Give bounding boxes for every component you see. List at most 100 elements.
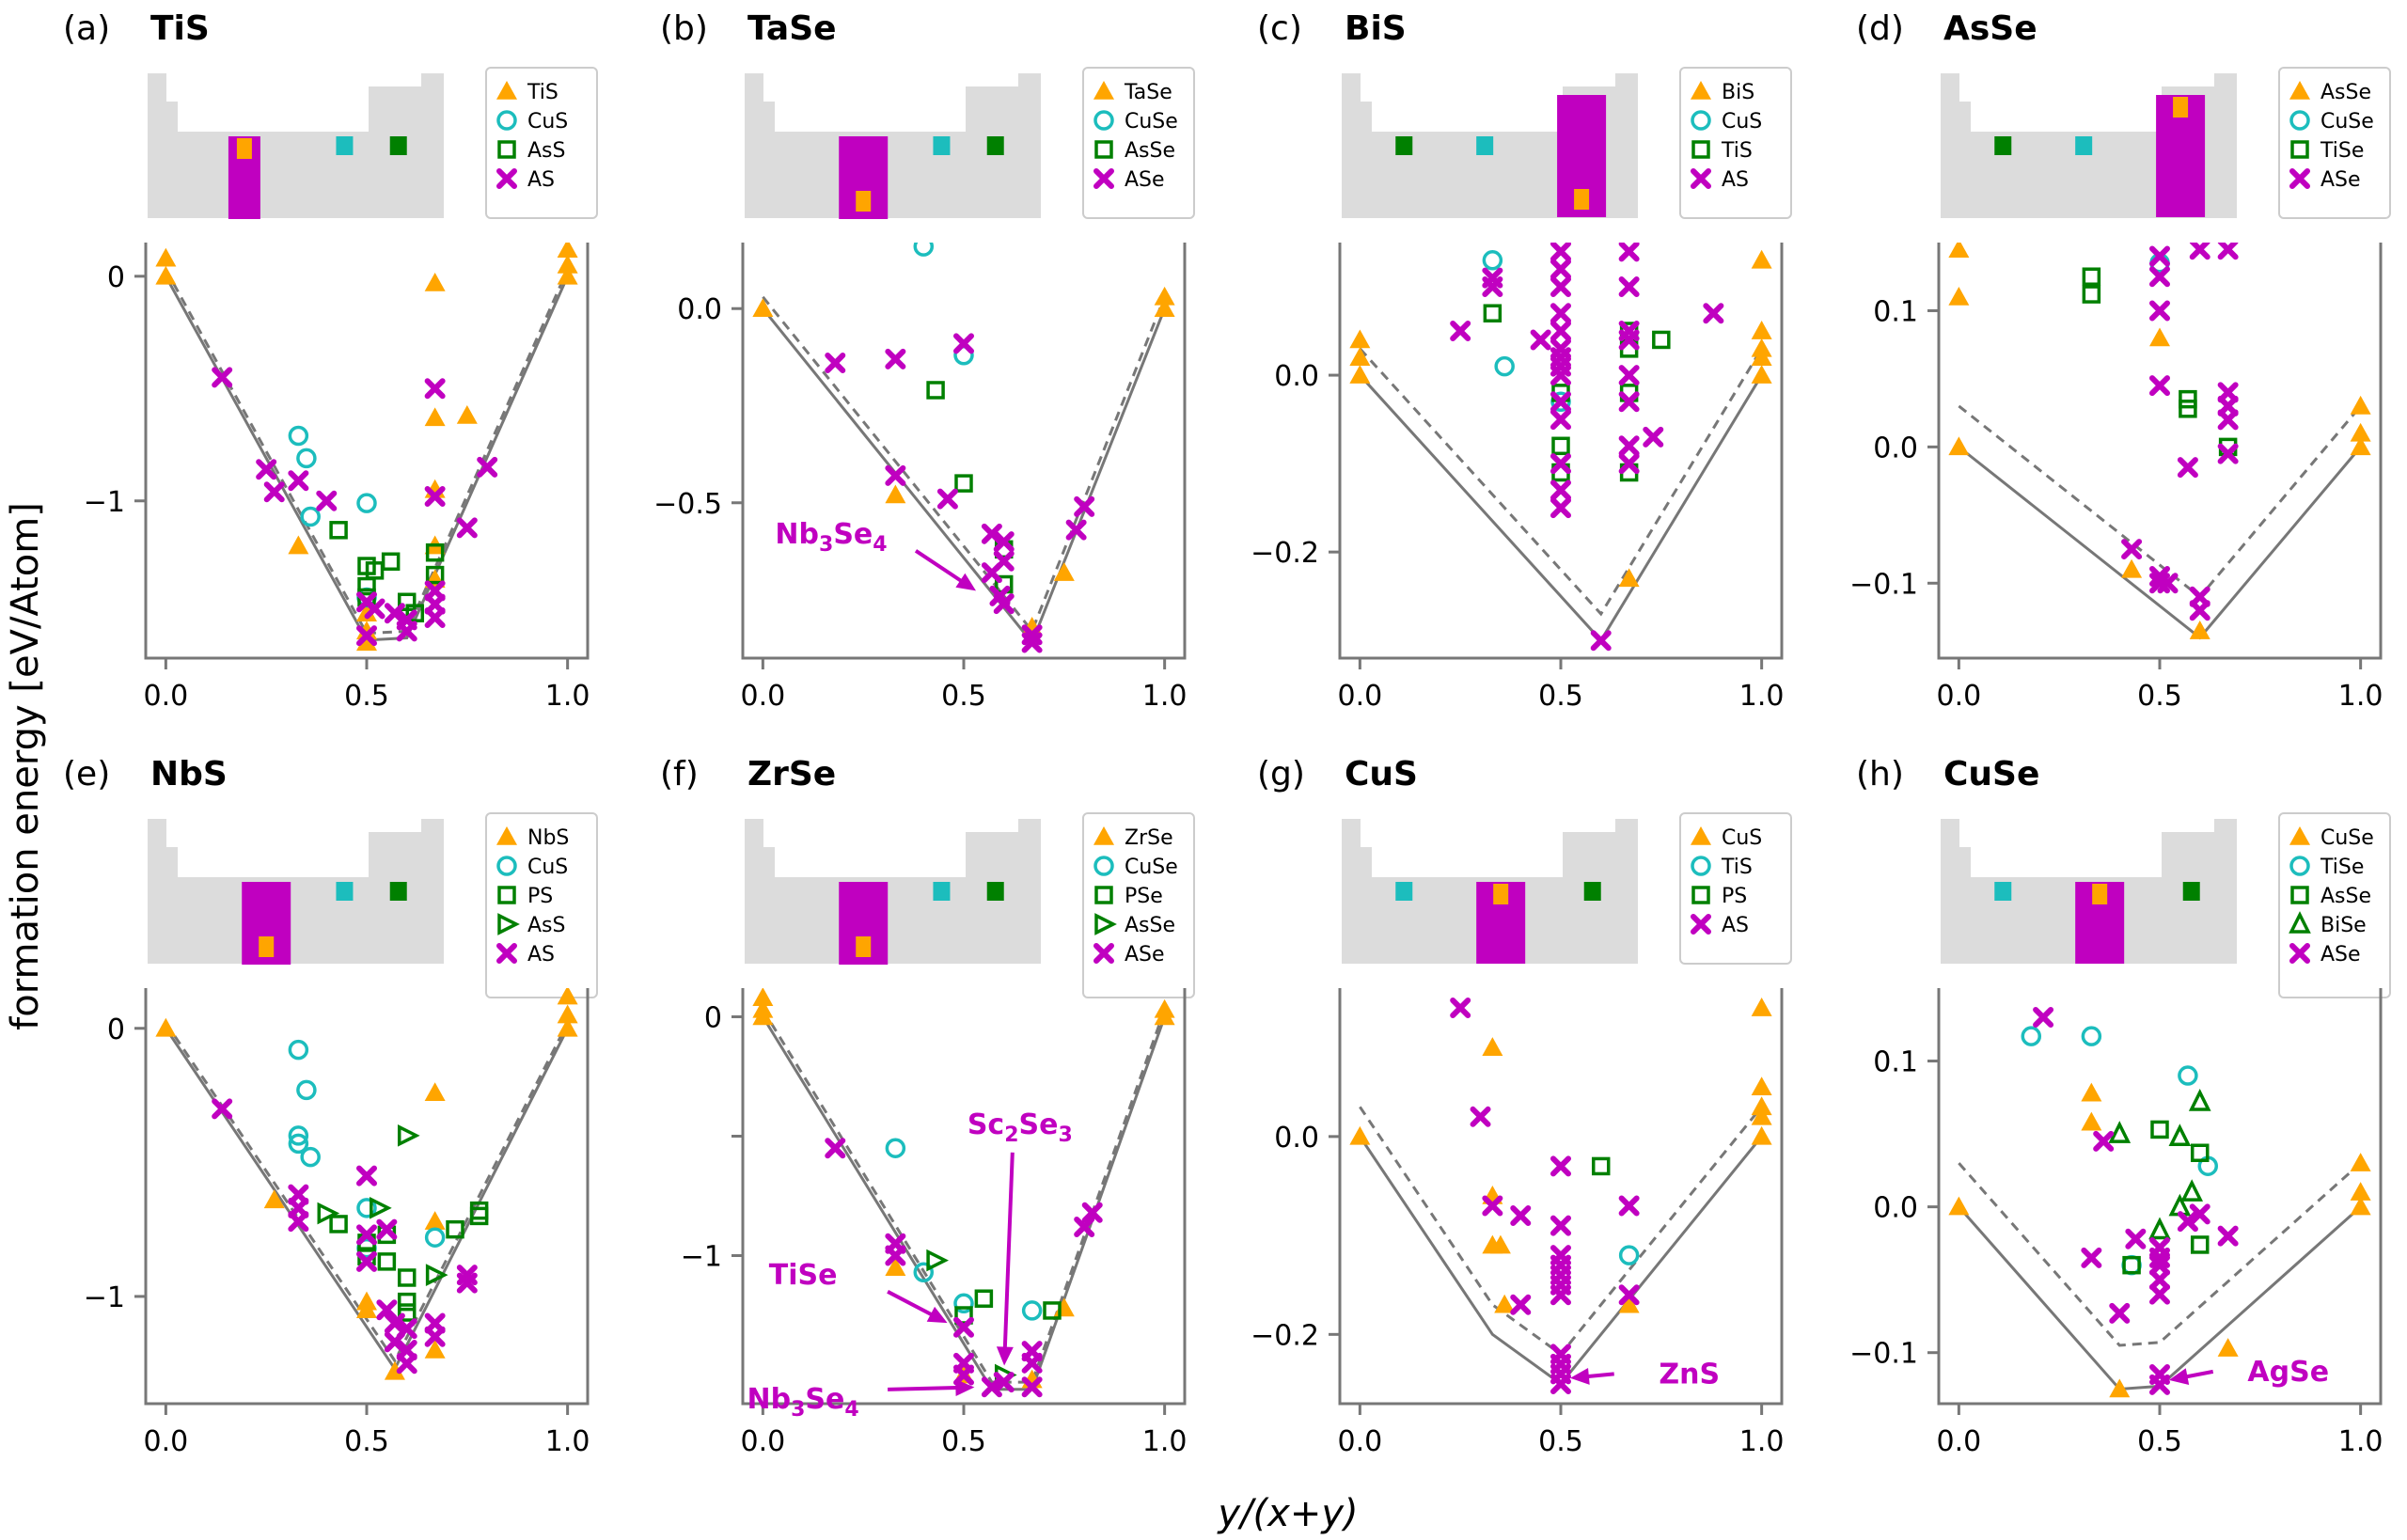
annotation-text: Se (1019, 1108, 1059, 1141)
element-block (336, 136, 354, 155)
hull-dashed-line (1359, 1106, 1763, 1357)
legend-label: ASe (2320, 943, 2361, 966)
element-marker (1574, 189, 1590, 210)
data-point (1618, 365, 1640, 386)
legend-marker (1691, 140, 1710, 159)
legend-marker (496, 856, 517, 876)
legend-marker (496, 110, 517, 131)
data-point (1510, 1205, 1532, 1227)
data-point (1349, 329, 1371, 349)
legend-label: CuSe (1125, 110, 1178, 134)
data-point (300, 1146, 321, 1168)
x-stroke (2093, 1130, 2115, 1152)
data-point (155, 247, 177, 267)
data-point (384, 1312, 405, 1334)
legend-marker (496, 81, 517, 100)
data-point (424, 1227, 446, 1248)
data-point (2179, 389, 2197, 409)
axes: 0.0 0.5 1.0 0.1 0.0 −0.1 (1849, 988, 2383, 1458)
panel-label: (d) (1856, 9, 1904, 48)
x-stroke (953, 333, 974, 354)
x-stroke (1550, 479, 1571, 501)
x-stroke (496, 168, 517, 189)
x-stroke (953, 1364, 974, 1386)
series-pse (954, 1289, 1062, 1325)
data-point (2149, 266, 2170, 288)
y-tick-label: 0.0 (1274, 1122, 1319, 1155)
data-point (953, 1293, 974, 1314)
x-stroke (953, 1316, 974, 1338)
data-point (1482, 250, 1503, 271)
data-point (1021, 1300, 1043, 1321)
x-stroke (2157, 573, 2179, 594)
data-point (296, 448, 317, 469)
data-point (425, 565, 445, 585)
data-point (2109, 1302, 2131, 1324)
annotation: Sc2Se3 (968, 1108, 1073, 1366)
legend-label: AS (527, 168, 555, 192)
x-tick-label: 0.5 (941, 680, 986, 713)
data-point (2021, 1026, 2042, 1046)
periodic-table-inset (745, 73, 1041, 219)
x-stroke (1618, 1195, 1640, 1217)
data-point (1948, 243, 1970, 259)
x-stroke (1470, 1106, 1491, 1127)
data-point (2149, 1254, 2170, 1276)
x-stroke (212, 1098, 233, 1120)
data-point (397, 1268, 417, 1287)
data-point (317, 1202, 340, 1225)
legend-marker (2289, 81, 2310, 100)
annotation: ZnS (1569, 1358, 1720, 1391)
x-stroke (356, 625, 377, 647)
data-point (2217, 243, 2239, 260)
data-point (377, 1252, 397, 1271)
data-point (2149, 1374, 2170, 1395)
data-point (1550, 259, 1571, 280)
legend-marker (497, 913, 520, 935)
data-point (926, 381, 945, 400)
axes: 0.0 0.5 1.0 0 −1 (84, 243, 590, 713)
x-stroke (2149, 1374, 2170, 1395)
data-point (2350, 1196, 2371, 1216)
data-point (2168, 1124, 2192, 1146)
data-point (288, 535, 309, 555)
plot-area (752, 243, 1175, 653)
legend-marker (2289, 110, 2310, 131)
periodic-table-inset (148, 819, 444, 965)
x-stroke (2149, 1254, 2170, 1276)
x-stroke (1093, 168, 1114, 189)
data-point (1550, 497, 1571, 519)
data-point (381, 552, 401, 572)
x-stroke (1550, 1373, 1571, 1394)
legend: ZrSe CuSe PSe AsSe ASe (1082, 812, 1195, 998)
panel-title: CuS (1345, 755, 1418, 794)
data-point (477, 456, 498, 478)
legend-label: AS (1722, 914, 1749, 937)
element-marker (2173, 97, 2189, 118)
x-tick-label: 1.0 (1739, 1425, 1785, 1458)
data-point (2108, 1121, 2132, 1143)
x-stroke (1618, 276, 1640, 298)
x-stroke (424, 1326, 446, 1347)
x-stroke (1021, 1352, 1043, 1374)
data-point (1053, 1297, 1075, 1317)
panel-asse: (d) AsSe AsSe CuSe TiSe ASe 0.0 0.5 1.0 0.1 0.0 −0.… (1849, 9, 2391, 713)
data-point (953, 1364, 974, 1386)
x-stroke (1021, 624, 1043, 646)
legend: CuS TiS PS AS (1679, 812, 1792, 965)
legend-label: CuS (527, 110, 568, 134)
x-stroke (356, 1165, 377, 1186)
data-point (752, 988, 774, 1006)
data-point (288, 1133, 309, 1155)
x-stroke (364, 598, 385, 620)
periodic-table-shape (745, 819, 1041, 964)
data-point (1550, 1215, 1571, 1236)
x-stroke (1550, 1155, 1571, 1177)
annotation-subscript: 3 (1058, 1124, 1072, 1147)
data-point (1751, 249, 1772, 269)
legend-marker (1691, 886, 1710, 904)
x-stroke (2189, 600, 2210, 621)
axes: 0.0 0.5 1.0 0.0 −0.2 (1251, 988, 1784, 1458)
annotation-subscript: 2 (1004, 1124, 1018, 1147)
x-tick-label: 0.0 (1338, 680, 1383, 713)
